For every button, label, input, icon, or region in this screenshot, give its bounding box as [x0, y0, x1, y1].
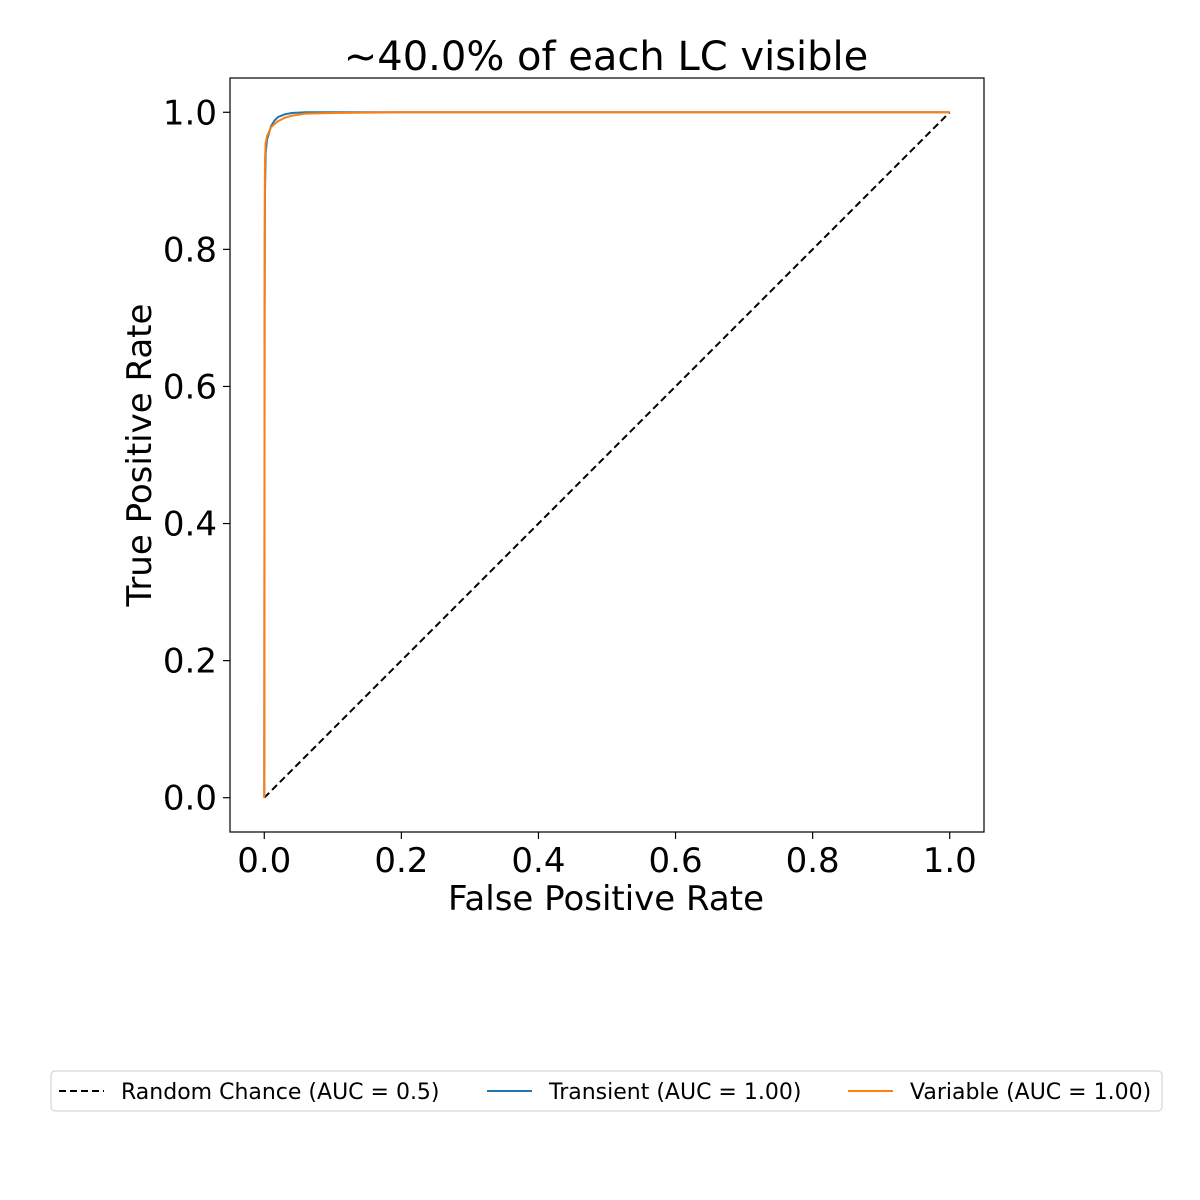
x-tick-label: 1.0 [923, 841, 977, 881]
chart-title: ~40.0% of each LC visible [344, 34, 869, 80]
legend-label: Random Chance (AUC = 0.5) [121, 1080, 440, 1105]
x-axis-ticks: 0.0 0.2 0.4 0.6 0.8 1.0 [237, 832, 977, 881]
series-line-variable [263, 111, 950, 798]
series-line-random-chance [263, 111, 951, 799]
y-tick-label: 0.4 [163, 505, 217, 545]
legend: Random Chance (AUC = 0.5) Transient (AUC … [50, 1070, 1163, 1112]
x-tick-label: 0.6 [649, 841, 703, 881]
legend-box [50, 1070, 1163, 1112]
x-tick-label: 0.0 [237, 841, 291, 881]
x-tick-label: 0.4 [511, 841, 565, 881]
x-tick-label: 0.8 [786, 841, 840, 881]
y-tick-label: 0.2 [163, 642, 217, 682]
legend-entries: Random Chance (AUC = 0.5) Transient (AUC … [59, 1080, 1151, 1105]
y-axis-ticks: 0.0 0.2 0.4 0.6 0.8 1.0 [163, 93, 230, 819]
y-tick-label: 1.0 [163, 93, 217, 133]
legend-label: Variable (AUC = 1.00) [910, 1080, 1151, 1105]
y-tick-label: 0.8 [163, 230, 217, 270]
y-axis-label: True Positive Rate [120, 304, 160, 608]
x-tick-label: 0.2 [374, 841, 428, 881]
plot-area-frame [229, 77, 985, 833]
y-tick-label: 0.6 [163, 367, 217, 407]
legend-label: Transient (AUC = 1.00) [548, 1080, 801, 1105]
x-axis-label: False Positive Rate [448, 879, 764, 919]
plot-lines [263, 111, 951, 799]
y-tick-label: 0.0 [163, 779, 217, 819]
